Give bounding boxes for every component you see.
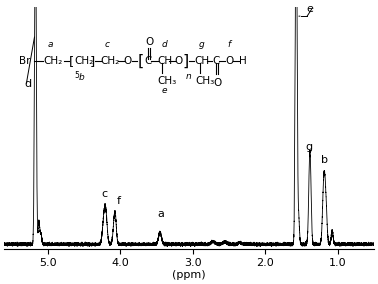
Text: CH₂: CH₂ xyxy=(101,56,120,66)
Text: d: d xyxy=(25,79,32,89)
Text: CH₃: CH₃ xyxy=(196,76,215,85)
Text: g: g xyxy=(198,40,204,49)
Text: CH: CH xyxy=(194,56,209,66)
Text: g: g xyxy=(306,142,313,152)
Text: e: e xyxy=(306,4,313,14)
Text: ]: ] xyxy=(90,55,95,68)
Text: c: c xyxy=(105,40,110,49)
Text: b: b xyxy=(321,155,328,165)
Text: ]: ] xyxy=(183,54,189,68)
X-axis label: (ppm): (ppm) xyxy=(172,270,206,280)
Text: CH₂: CH₂ xyxy=(75,56,94,66)
Text: O: O xyxy=(214,78,222,88)
Text: a: a xyxy=(48,40,53,49)
Text: H: H xyxy=(239,56,246,66)
Text: Br: Br xyxy=(19,56,30,66)
Text: e: e xyxy=(162,86,167,95)
Text: O: O xyxy=(225,56,233,66)
Text: 5: 5 xyxy=(75,71,79,80)
Text: CH₂: CH₂ xyxy=(43,56,63,66)
Text: f: f xyxy=(117,196,121,206)
Text: f: f xyxy=(228,40,231,49)
Text: O: O xyxy=(175,56,183,66)
Text: c: c xyxy=(101,189,107,199)
Text: CH₃: CH₃ xyxy=(158,76,177,85)
Text: [: [ xyxy=(137,54,144,68)
Text: C: C xyxy=(144,56,152,66)
Text: [: [ xyxy=(69,55,74,68)
Text: CH: CH xyxy=(158,56,173,66)
Text: C: C xyxy=(212,56,220,66)
Text: d: d xyxy=(162,40,167,49)
Text: O: O xyxy=(146,37,154,47)
Text: b: b xyxy=(79,73,84,82)
Text: n: n xyxy=(185,72,191,81)
Text: O: O xyxy=(124,56,132,66)
Text: a: a xyxy=(157,209,164,219)
